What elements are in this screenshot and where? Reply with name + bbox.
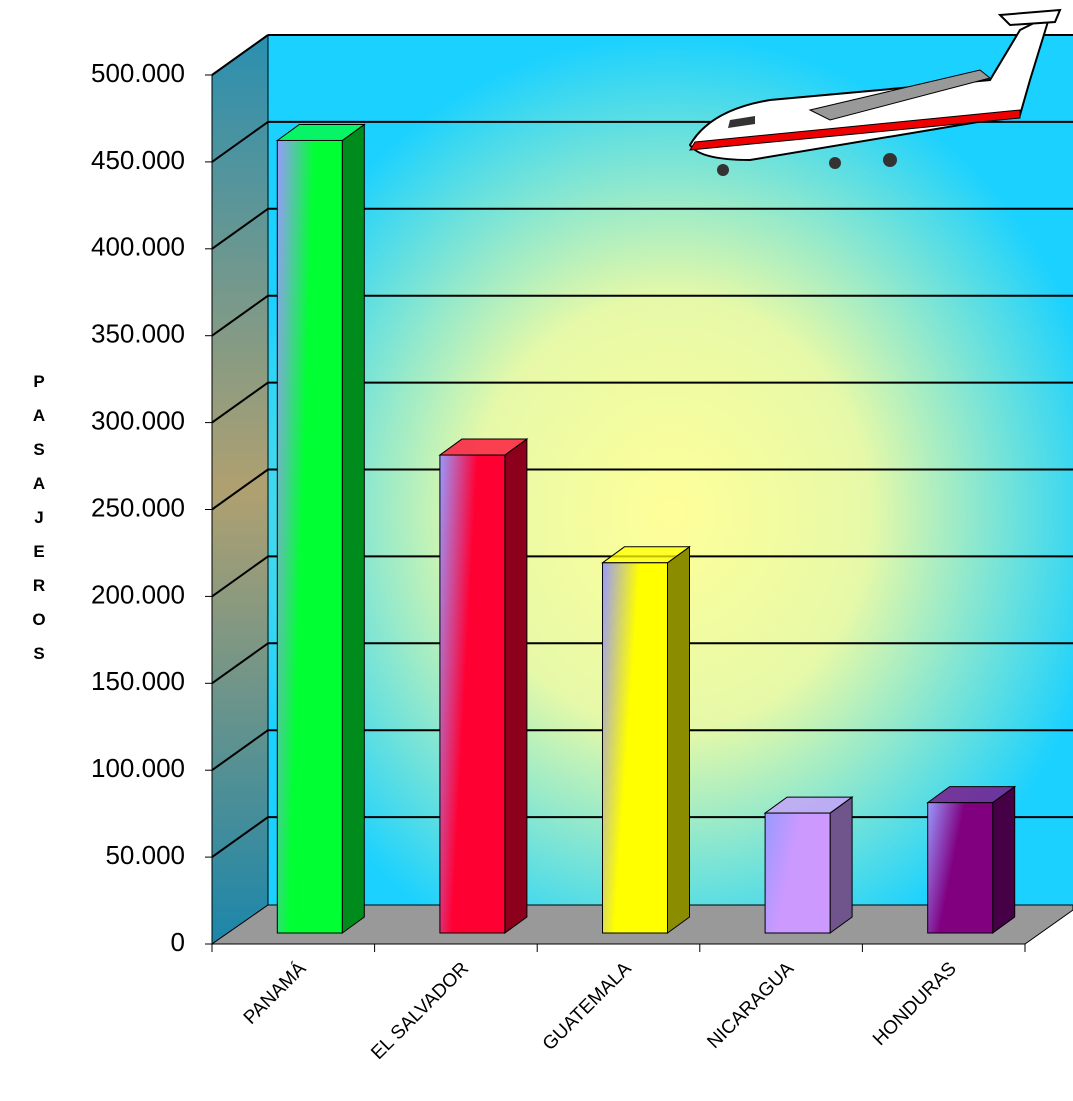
x-tick-label: PANAMÁ <box>240 958 311 1029</box>
airplane <box>688 8 1062 176</box>
y-tick-label: 350.000 <box>91 319 185 349</box>
bar-side <box>667 545 690 934</box>
bar-side <box>504 438 528 934</box>
grid-line <box>211 816 269 858</box>
bar <box>439 454 506 934</box>
grid-line <box>211 729 269 772</box>
grid-line <box>211 34 269 76</box>
grid-line <box>211 381 269 424</box>
bar-side <box>829 796 853 934</box>
bar <box>764 812 831 934</box>
y-tick-label: 150.000 <box>91 666 185 696</box>
y-tick-label: 200.000 <box>91 579 185 609</box>
bar <box>927 802 994 934</box>
y-tick-label: 50.000 <box>105 840 185 870</box>
grid-line <box>211 121 269 163</box>
y-tick-label: 500.000 <box>91 58 185 88</box>
x-tick-label: GUATEMALA <box>539 958 636 1055</box>
y-tick-label: 0 <box>171 927 185 957</box>
bar-side <box>992 785 1016 934</box>
grid-line <box>211 642 269 685</box>
bar-side <box>341 123 365 934</box>
y-axis-label: PASAJEROS <box>30 372 49 678</box>
grid-line <box>211 294 269 337</box>
y-tick-label: 450.000 <box>91 145 185 175</box>
grid-line <box>211 468 269 511</box>
y-tick-label: 250.000 <box>91 492 185 522</box>
y-tick-label: 100.000 <box>91 753 185 783</box>
x-tick-label: NICARAGUA <box>703 958 798 1053</box>
y-tick-label: 300.000 <box>91 405 185 435</box>
x-tick-label: EL SALVADOR <box>367 958 473 1064</box>
x-tick-label: HONDURAS <box>869 958 961 1050</box>
y-tick-label: 400.000 <box>91 232 185 262</box>
bar <box>602 562 668 934</box>
grid-line <box>211 555 269 598</box>
bar <box>276 139 343 934</box>
grid-line <box>211 207 269 250</box>
